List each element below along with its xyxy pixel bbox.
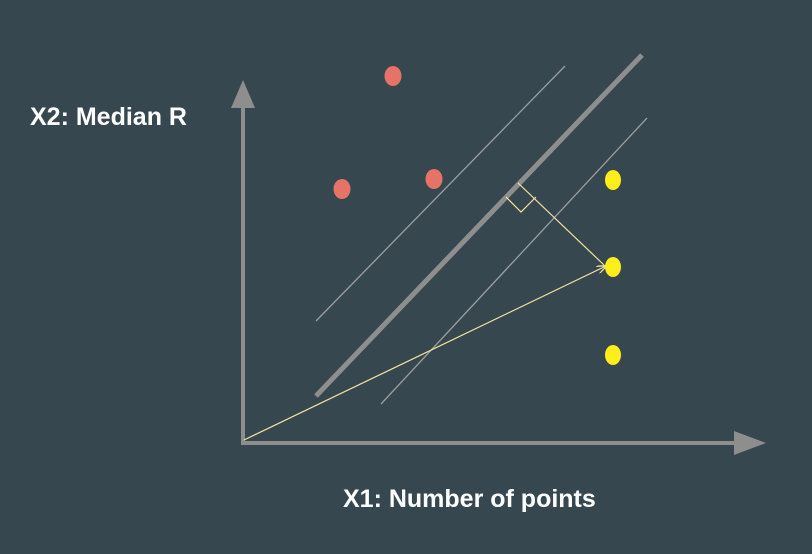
x-axis-arrowhead (734, 431, 766, 455)
lower-margin-line (380, 117, 648, 405)
decision-boundary (314, 53, 644, 398)
right-angle-marker (505, 196, 537, 213)
upper-margin-line (315, 65, 566, 322)
class-a-point (333, 179, 351, 199)
class-b-point (605, 345, 621, 365)
perpendicular-distance-line (517, 182, 605, 266)
y-axis-label: X2: Median R (30, 103, 187, 131)
position-vector (243, 266, 606, 441)
x-axis-label: X1: Number of points (343, 485, 596, 513)
class-a-point (425, 169, 443, 189)
class-a-point (384, 66, 402, 86)
y-axis-arrowhead (231, 80, 255, 108)
class-b-point (605, 170, 621, 190)
class-b-point (605, 257, 621, 277)
